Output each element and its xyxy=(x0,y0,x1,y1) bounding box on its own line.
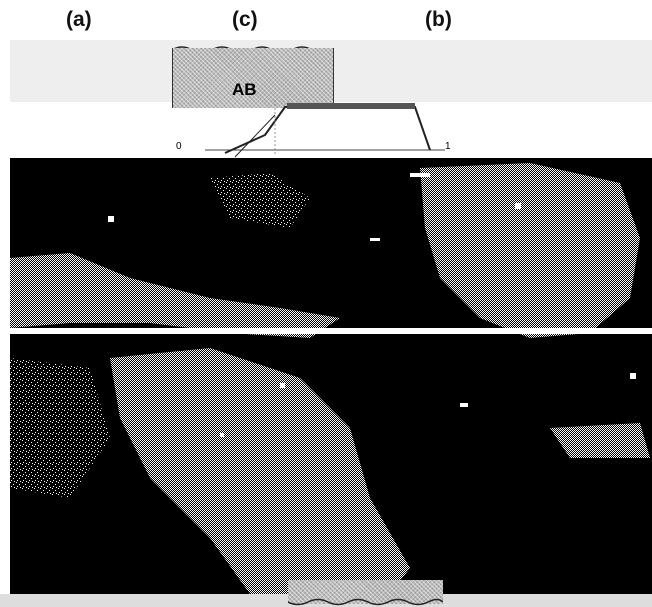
texture-region-upper-right xyxy=(420,163,640,338)
texture-region-left-band xyxy=(10,253,340,338)
profile-plot xyxy=(205,100,445,158)
texture-field xyxy=(10,158,652,594)
sample-block xyxy=(172,48,334,108)
sample-label: AB xyxy=(232,80,257,99)
profile-curve xyxy=(224,106,431,154)
speck xyxy=(108,216,114,222)
speck xyxy=(220,433,224,437)
speck xyxy=(630,373,636,379)
wavy-edge-bottom xyxy=(288,598,443,606)
tick-zero: 0 xyxy=(176,141,182,152)
panel-label-a: (a) xyxy=(66,8,92,31)
speck xyxy=(515,203,521,209)
panel-label-c: (c) xyxy=(232,8,258,31)
tick-one: 1 xyxy=(445,141,451,152)
profile-plateau xyxy=(287,103,415,109)
texture-region-right-island xyxy=(550,423,650,458)
speck xyxy=(460,403,468,407)
speck xyxy=(410,173,430,177)
panel-label-b: (b) xyxy=(425,8,452,31)
pointer-line xyxy=(234,114,276,158)
speck xyxy=(280,383,285,388)
horizontal-split-line xyxy=(10,328,652,334)
texture-svg xyxy=(10,163,652,594)
speck xyxy=(370,238,380,241)
texture-region-lower-center xyxy=(110,348,410,594)
texture-region-lower-left xyxy=(10,358,110,498)
texture-region-upper-center xyxy=(210,173,310,228)
